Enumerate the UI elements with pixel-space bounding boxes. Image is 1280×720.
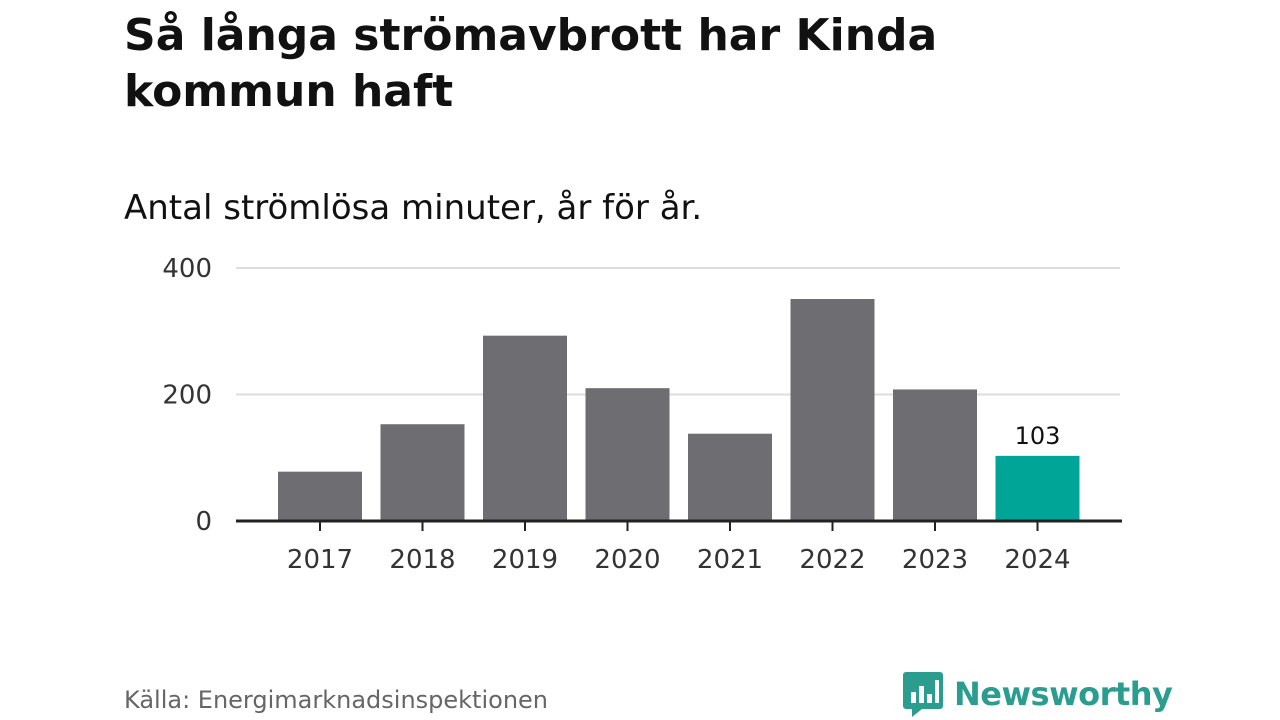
y-tick-label: 0	[195, 507, 212, 537]
y-axis-ticks: 0 200 400	[162, 254, 212, 537]
x-tick-label-2017: 2017	[287, 545, 353, 575]
newsworthy-logo-icon	[903, 672, 943, 717]
x-tick-label-2022: 2022	[799, 545, 865, 575]
x-tick-label-2024: 2024	[1004, 545, 1070, 575]
x-tick-label-2023: 2023	[902, 545, 968, 575]
y-tick-label: 400	[162, 254, 212, 284]
y-tick-label: 200	[162, 381, 212, 411]
bar-2019	[483, 335, 567, 521]
bar-2023	[893, 389, 977, 521]
bar-2018	[380, 424, 465, 521]
bars	[278, 298, 1080, 521]
x-axis-ticks: 2017 2018 2019 2020 2021 2022 2023 2024	[287, 521, 1071, 575]
data-label-2024: 103	[1015, 422, 1061, 450]
bar-2021	[688, 433, 772, 521]
x-tick-label-2021: 2021	[697, 545, 763, 575]
brand-logo[interactable]: Newsworthy	[902, 670, 1173, 718]
bar-2024	[995, 455, 1080, 521]
chart-title: Så långa strömavbrott har Kinda kommun h…	[124, 10, 938, 117]
gridlines	[236, 267, 1120, 396]
data-labels: 103	[1015, 422, 1061, 450]
x-tick-label-2019: 2019	[492, 545, 558, 575]
source-note: Källa: Energimarknadsinspektionen	[124, 686, 549, 714]
bar-2017	[278, 471, 362, 521]
brand-name: Newsworthy	[954, 675, 1173, 713]
bar-2020	[585, 388, 670, 521]
x-tick-label-2018: 2018	[389, 545, 455, 575]
bar-2022	[790, 298, 875, 521]
chart-subtitle: Antal strömlösa minuter, år för år.	[124, 188, 703, 228]
x-tick-label-2020: 2020	[594, 545, 660, 575]
